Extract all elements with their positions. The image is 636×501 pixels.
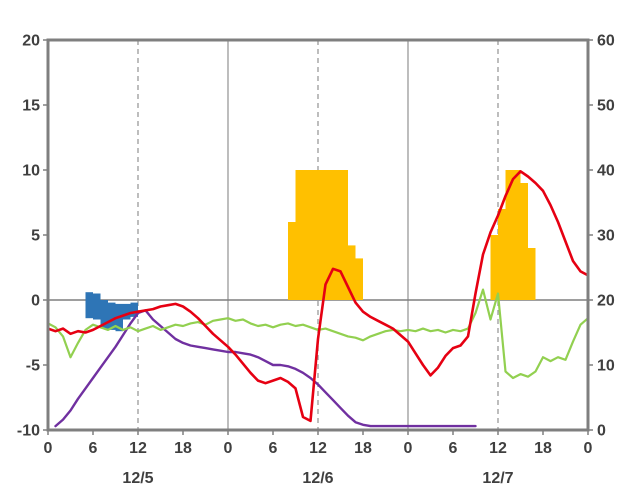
x-axis-hour-label: 18 [174, 440, 192, 457]
orange-bars-bar [310, 170, 318, 300]
plot-content [48, 170, 588, 428]
orange-bars-bar [355, 258, 363, 300]
orange-bars-bar [295, 170, 303, 300]
left-axis-tick-label: -5 [26, 358, 40, 375]
orange-bars-bar [333, 170, 341, 300]
x-axis-day-label: 12/7 [482, 470, 513, 487]
x-axis-day-label: 12/5 [122, 470, 153, 487]
right-axis-tick-label: 40 [597, 163, 615, 180]
x-axis-hour-label: 12 [129, 440, 147, 457]
right-axis-tick-label: 0 [597, 423, 606, 440]
left-axis-tick-label: 10 [22, 163, 40, 180]
x-axis-hour-label: 0 [44, 440, 53, 457]
orange-bars-bar [505, 170, 513, 300]
x-axis-hour-label: 0 [584, 440, 593, 457]
blue-bars-bar [93, 293, 101, 320]
x-axis-hour-label: 18 [534, 440, 552, 457]
right-axis-tick-label: 10 [597, 358, 615, 375]
orange-bars-bar [490, 235, 498, 300]
x-axis-day-label: 12/6 [302, 470, 333, 487]
orange-bars-bar [528, 248, 536, 300]
x-axis-hour-label: 18 [354, 440, 372, 457]
blue-bars-bar [123, 303, 131, 320]
right-axis-tick-label: 60 [597, 33, 615, 50]
x-axis-hour-label: 6 [269, 440, 278, 457]
orange-bars-bar [348, 245, 356, 300]
orange-bars-bar [520, 183, 528, 300]
x-axis-hour-label: 6 [449, 440, 458, 457]
blue-bars-bar [108, 302, 116, 330]
orange-bars-bar [325, 170, 333, 300]
purple-line [54, 309, 477, 428]
blue-bars-bar [130, 302, 138, 317]
x-axis-hour-label: 0 [224, 440, 233, 457]
orange-bars-bar [340, 170, 348, 300]
orange-bars-bar [288, 222, 296, 300]
x-axis-hour-label: 12 [489, 440, 507, 457]
orange-bars [288, 170, 536, 300]
left-axis-tick-label: 0 [31, 293, 40, 310]
left-axis-tick-label: 20 [22, 33, 40, 50]
right-axis-tick-label: 30 [597, 228, 615, 245]
left-axis-tick-label: 5 [31, 228, 40, 245]
left-axis-tick-label: 15 [22, 98, 40, 115]
orange-bars-bar [513, 170, 521, 300]
x-axis-hour-label: 12 [309, 440, 327, 457]
blue-bars-bar [85, 292, 93, 319]
right-axis-tick-label: 50 [597, 98, 615, 115]
right-axis-tick-label: 20 [597, 293, 615, 310]
x-axis-hour-label: 6 [89, 440, 98, 457]
orange-bars-bar [318, 170, 326, 300]
x-axis-hour-label: 0 [404, 440, 413, 457]
red-line [48, 170, 588, 423]
orange-bars-bar [498, 209, 506, 300]
blue-bars-bar [100, 300, 108, 329]
orange-bars-bar [303, 170, 311, 300]
left-axis-tick-label: -10 [17, 423, 40, 440]
